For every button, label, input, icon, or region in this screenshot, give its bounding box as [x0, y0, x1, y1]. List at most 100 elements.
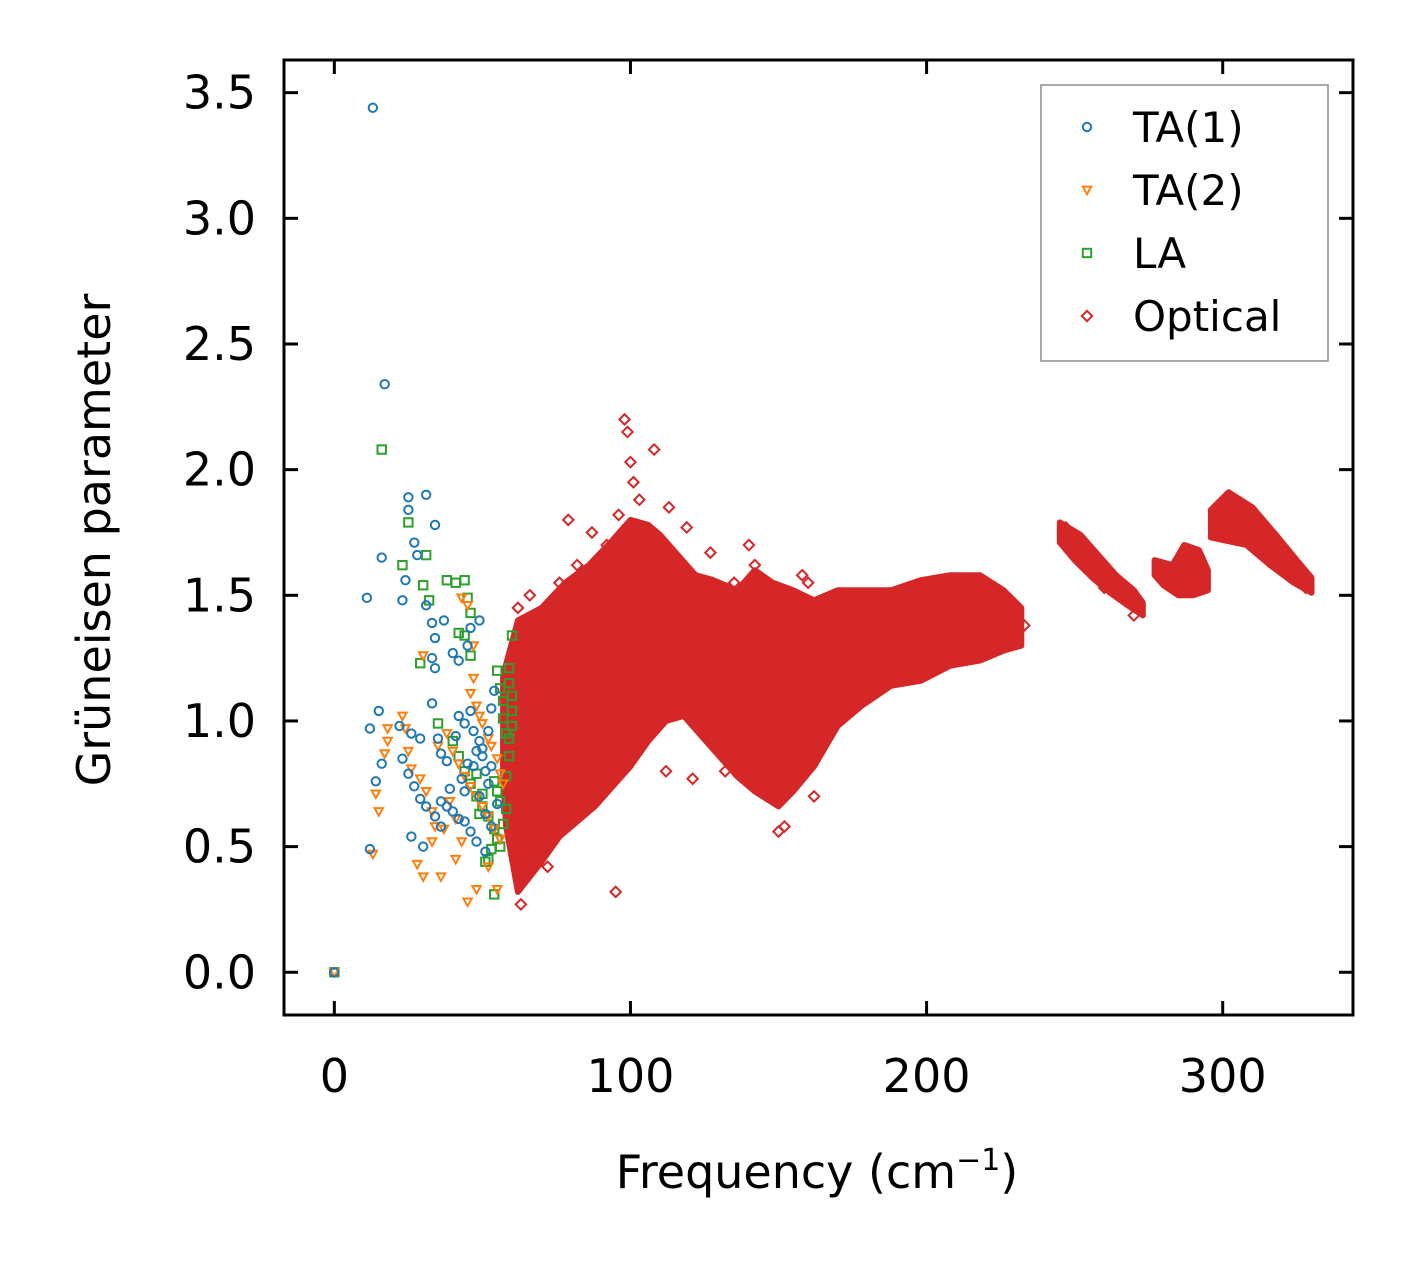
data-point	[438, 824, 450, 836]
data-point	[462, 640, 473, 651]
data-point	[503, 750, 515, 762]
data-point	[417, 872, 430, 884]
data-point	[647, 442, 661, 457]
data-point	[801, 576, 815, 590]
data-point	[1017, 618, 1031, 633]
data-point	[376, 552, 387, 563]
data-point	[585, 525, 599, 540]
data-point	[1097, 581, 1111, 595]
data-point	[561, 513, 575, 527]
data-point	[462, 758, 473, 769]
y-tick-label: 3.5	[183, 66, 256, 120]
data-point	[453, 813, 464, 825]
data-point	[446, 746, 459, 758]
data-point	[420, 786, 433, 798]
data-point	[453, 710, 464, 722]
data-point	[409, 781, 420, 792]
data-point	[497, 713, 509, 724]
data-point	[486, 821, 497, 832]
data-point	[718, 764, 732, 778]
legend-marker-square	[1081, 247, 1093, 259]
data-point	[415, 733, 426, 744]
data-point	[1186, 583, 1200, 597]
data-point	[488, 824, 501, 836]
series-ta-2	[328, 593, 510, 979]
data-point	[662, 500, 676, 514]
data-point	[372, 807, 385, 818]
data-point	[426, 698, 438, 709]
data-point	[468, 725, 479, 737]
data-point	[1085, 563, 1100, 577]
data-point	[757, 779, 771, 793]
data-point	[459, 786, 470, 797]
data-point	[465, 607, 476, 619]
data-point	[453, 655, 464, 666]
data-point	[370, 776, 381, 787]
data-point	[540, 860, 555, 874]
data-point	[914, 628, 928, 643]
data-point	[612, 508, 626, 522]
data-point	[845, 643, 860, 658]
data-point	[492, 798, 503, 810]
data-point	[626, 475, 641, 489]
data-point	[435, 872, 447, 884]
data-point	[899, 613, 913, 628]
data-point	[394, 720, 405, 732]
data-point	[529, 845, 543, 859]
y-tick-label: 0.0	[183, 945, 256, 999]
data-point	[609, 885, 623, 899]
data-point	[465, 705, 476, 717]
data-point	[668, 568, 682, 582]
data-point	[381, 736, 394, 748]
data-point	[468, 760, 479, 772]
data-point	[367, 102, 379, 113]
data-point	[617, 412, 632, 426]
data-point	[459, 816, 470, 827]
data-point	[403, 492, 414, 503]
data-point	[712, 613, 726, 628]
data-point	[1275, 558, 1289, 572]
data-point	[444, 783, 456, 795]
data-point	[420, 600, 432, 611]
data-point	[1059, 520, 1073, 535]
data-point	[447, 647, 458, 659]
y-tick-label: 2.0	[183, 443, 256, 497]
data-point	[582, 789, 596, 803]
data-point	[477, 743, 488, 754]
data-point	[503, 662, 515, 674]
data-point	[453, 627, 464, 639]
data-point	[505, 664, 519, 678]
data-point	[777, 819, 792, 834]
data-point	[461, 600, 474, 612]
data-point	[497, 779, 510, 791]
data-point	[397, 559, 408, 571]
data-point	[450, 730, 461, 742]
data-point	[415, 657, 426, 669]
data-point	[491, 754, 504, 765]
legend-label: TA(2)	[1132, 166, 1244, 215]
data-point	[514, 764, 528, 778]
data-point	[949, 623, 963, 638]
data-point	[369, 789, 382, 801]
data-point	[438, 615, 450, 626]
legend-marker-circle	[1081, 121, 1093, 133]
data-point	[641, 533, 655, 547]
data-point	[429, 632, 441, 644]
data-point	[420, 489, 432, 500]
data-point	[491, 884, 504, 896]
data-point	[396, 711, 409, 723]
data-point	[807, 789, 821, 803]
legend-entry-la: LA	[1081, 229, 1186, 278]
data-point	[464, 688, 477, 700]
data-point	[361, 592, 373, 604]
data-point	[1299, 581, 1313, 595]
data-point	[459, 718, 470, 729]
data-point	[465, 650, 476, 661]
data-point	[403, 768, 414, 779]
data-point	[426, 652, 438, 664]
series-ta-1	[329, 102, 503, 978]
data-point	[659, 764, 673, 778]
data-point	[742, 538, 756, 552]
data-point	[486, 760, 497, 772]
data-point	[540, 613, 555, 628]
